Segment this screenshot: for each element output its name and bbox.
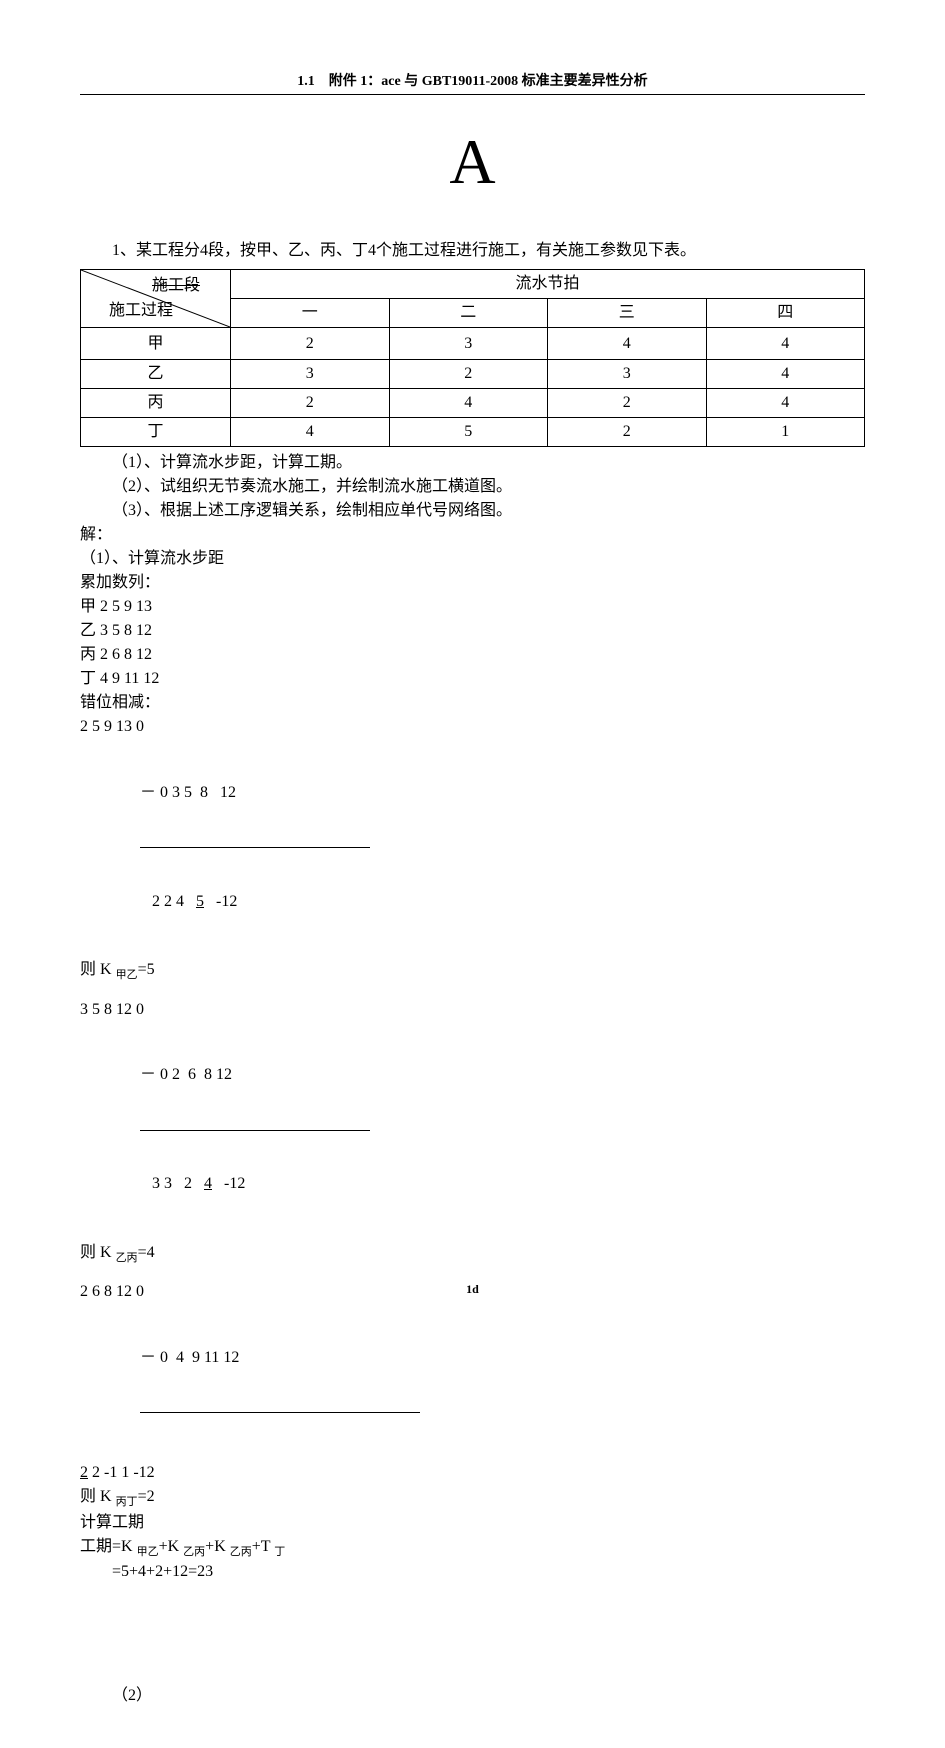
question-2: （2）、试组织无节奏流水施工，并绘制流水施工横道图。 — [80, 475, 865, 499]
calc3-result: 则 K 丙丁=2 — [80, 1485, 865, 1511]
cum-b: 乙 3 5 8 12 — [80, 619, 865, 643]
step-1-label: （1）、计算流水步距 — [80, 547, 865, 571]
section-letter: A — [80, 125, 865, 199]
cell: 5 — [389, 418, 548, 447]
row-label: 丁 — [81, 418, 231, 447]
cell: 4 — [706, 389, 865, 418]
cum-c: 丙 2 6 8 12 — [80, 643, 865, 667]
calc3-block: － 0 4 9 11 12 — [140, 1306, 865, 1457]
calc1-line1: 2 5 9 13 0 — [80, 715, 865, 739]
page-footer: 1d — [0, 1282, 945, 1297]
calc1-line2: － 0 3 5 8 12 — [140, 783, 865, 804]
calc2-result: 则 K 乙丙=4 — [80, 1241, 865, 1267]
question-3: （3）、根据上述工序逻辑关系，绘制相应单代号网络图。 — [80, 499, 865, 523]
calc1-line3: 2 2 4 5 -12 — [140, 892, 865, 913]
calc3-rule — [140, 1412, 420, 1413]
cell: 2 — [231, 389, 390, 418]
cum-d: 丁 4 9 11 12 — [80, 667, 865, 691]
cell: 4 — [548, 328, 707, 360]
row-label: 乙 — [81, 360, 231, 389]
calc3-line3: 2 2 -1 1 -12 — [80, 1461, 865, 1485]
cumulative-label: 累加数列： — [80, 571, 865, 595]
row-label: 甲 — [81, 328, 231, 360]
calc3-line2: － 0 4 9 11 12 — [140, 1348, 865, 1369]
duration-formula-1: 工期=K 甲乙+K 乙丙+K 乙丙+T 丁 — [80, 1535, 865, 1561]
cell: 2 — [548, 418, 707, 447]
calc2-block: － 0 2 6 8 12 3 3 2 4 -12 — [140, 1024, 865, 1237]
calc2-rule — [140, 1130, 370, 1131]
cell: 4 — [706, 328, 865, 360]
intro-text: 1、某工程分4段，按甲、乙、丙、丁4个施工过程进行施工，有关施工参数见下表。 — [80, 239, 865, 263]
diag-bot-label: 施工过程 — [109, 299, 173, 323]
diag-top-label: 施工段 — [152, 274, 200, 298]
cell: 3 — [548, 360, 707, 389]
calc2-line2: － 0 2 6 8 12 — [140, 1065, 865, 1086]
beat-header: 流水节拍 — [231, 270, 865, 299]
cell: 2 — [389, 360, 548, 389]
col-4: 四 — [706, 299, 865, 328]
duration-formula-2: =5+4+2+12=23 — [80, 1560, 865, 1584]
cell: 4 — [389, 389, 548, 418]
shift-label: 错位相减： — [80, 691, 865, 715]
col-3: 三 — [548, 299, 707, 328]
page-header: 1.1 附件 1：ace 与 GBT19011-2008 标准主要差异性分析 — [80, 70, 865, 94]
cum-a: 甲 2 5 9 13 — [80, 595, 865, 619]
row-label: 丙 — [81, 389, 231, 418]
calc2-line3: 3 3 2 4 -12 — [140, 1174, 865, 1195]
cell: 2 — [548, 389, 707, 418]
calc1-block: － 0 3 5 8 12 2 2 4 5 -12 — [140, 741, 865, 954]
parameter-table: 施工段 施工过程 流水节拍 一 二 三 四 甲 2 3 4 4 乙 3 — [80, 269, 865, 447]
cell: 3 — [231, 360, 390, 389]
col-1: 一 — [231, 299, 390, 328]
cell: 4 — [706, 360, 865, 389]
cell: 4 — [231, 418, 390, 447]
cell: 1 — [706, 418, 865, 447]
question-1: （1）、计算流水步距，计算工期。 — [80, 451, 865, 475]
header-rule — [80, 94, 865, 95]
col-2: 二 — [389, 299, 548, 328]
calc1-rule — [140, 847, 370, 848]
calc2-line1: 3 5 8 12 0 — [80, 998, 865, 1022]
calc1-result: 则 K 甲乙=5 — [80, 958, 865, 984]
solution-label: 解： — [80, 523, 865, 547]
cell: 3 — [389, 328, 548, 360]
step-2-label: （2） — [80, 1684, 865, 1708]
duration-label: 计算工期 — [80, 1511, 865, 1535]
cell: 2 — [231, 328, 390, 360]
